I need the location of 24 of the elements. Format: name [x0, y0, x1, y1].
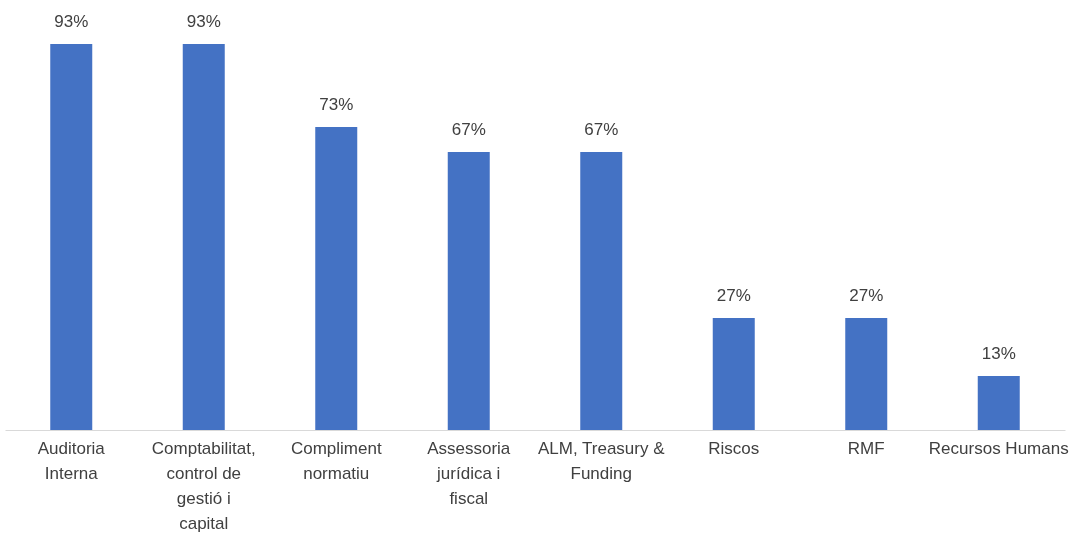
data-label: 93%	[54, 12, 89, 32]
data-label: 67%	[584, 119, 619, 139]
x-tick-label: Recursos Humans	[928, 438, 1069, 458]
x-tick-label: Assessoria jurídica i fiscal	[427, 438, 511, 508]
x-tick-label: Compliment normatiu	[290, 438, 382, 483]
x-tick-label: Riscos	[708, 438, 760, 458]
data-label: 13%	[981, 344, 1016, 364]
data-label: 93%	[186, 12, 221, 32]
bar	[50, 44, 93, 430]
data-label: 27%	[849, 285, 884, 305]
bar	[845, 317, 888, 430]
data-label: 67%	[451, 119, 486, 139]
bar	[977, 376, 1020, 430]
x-tick-label: Comptabilitat, control de gestió i capital	[151, 438, 256, 533]
bar	[315, 127, 358, 430]
x-tick-label: RMF	[847, 438, 885, 458]
bar	[580, 151, 623, 430]
data-label: 73%	[319, 95, 354, 115]
bar	[182, 44, 225, 430]
x-tick-label: Auditoria Interna	[37, 438, 106, 483]
data-label: 27%	[716, 285, 751, 305]
x-tick-label: ALM, Treasury & Funding	[537, 438, 666, 483]
bar	[712, 317, 755, 430]
bar	[447, 151, 490, 430]
